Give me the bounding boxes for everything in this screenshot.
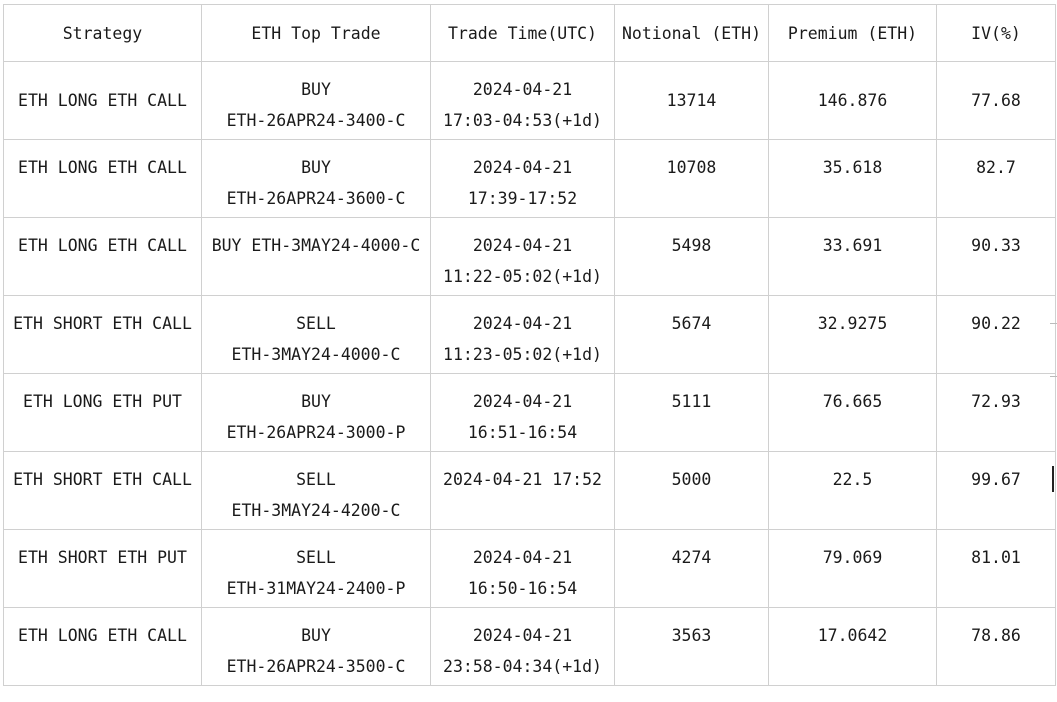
cell-trade-time: 2024-04-21 17:52 (430, 451, 615, 530)
header-trade-time: Trade Time(UTC) (430, 4, 615, 62)
cell-notional: 5674 (614, 295, 769, 374)
cell-trade-time: 2024-04-21 11:23-05:02(+1d) (430, 295, 615, 374)
trade-time-range: 16:50-16:54 (467, 579, 578, 598)
cell-top-trade: BUY ETH-26APR24-3500-C (201, 607, 431, 686)
trade-instrument: ETH-26APR24-3000-P (226, 423, 406, 442)
cell-iv: 90.33 (936, 217, 1056, 296)
trade-instrument: ETH-26APR24-3600-C (226, 189, 406, 208)
cell-notional: 13714 (614, 61, 769, 140)
cell-strategy: ETH LONG ETH CALL (3, 139, 202, 218)
cell-iv: 77.68 (936, 61, 1056, 140)
cell-trade-time: 2024-04-21 17:39-17:52 (430, 139, 615, 218)
cell-strategy: ETH SHORT ETH PUT (3, 529, 202, 608)
cell-premium: 79.069 (768, 529, 937, 608)
cell-trade-time: 2024-04-21 16:51-16:54 (430, 373, 615, 452)
cell-strategy: ETH SHORT ETH CALL (3, 451, 202, 530)
cell-iv: 82.7 (936, 139, 1056, 218)
table-row: ETH SHORT ETH CALL SELL ETH-3MAY24-4000-… (3, 295, 1056, 374)
table-row: ETH LONG ETH CALL BUY ETH-26APR24-3600-C… (3, 139, 1056, 218)
trade-date: 2024-04-21 (472, 392, 573, 411)
trade-side: SELL (296, 470, 336, 489)
cell-premium: 33.691 (768, 217, 937, 296)
eth-options-trade-table: Strategy ETH Top Trade Trade Time(UTC) N… (3, 4, 1056, 686)
trade-date: 2024-04-21 (472, 548, 573, 567)
cell-top-trade: BUY ETH-26APR24-3000-P (201, 373, 431, 452)
trade-side: BUY (301, 80, 331, 99)
cell-strategy: ETH LONG ETH CALL (3, 607, 202, 686)
cell-top-trade: SELL ETH-3MAY24-4200-C (201, 451, 431, 530)
cell-premium: 17.0642 (768, 607, 937, 686)
cell-iv: 78.86 (936, 607, 1056, 686)
cell-strategy: ETH LONG ETH PUT (3, 373, 202, 452)
trade-time-range: 11:22-05:02(+1d) (443, 267, 602, 286)
trade-date: 2024-04-21 (472, 80, 573, 99)
cell-premium: 35.618 (768, 139, 937, 218)
cell-strategy: ETH LONG ETH CALL (3, 217, 202, 296)
trade-time-range: 17:03-04:53(+1d) (443, 111, 602, 130)
trade-time-range: 16:51-16:54 (467, 423, 578, 442)
cell-notional: 5000 (614, 451, 769, 530)
header-top-trade: ETH Top Trade (201, 4, 431, 62)
cell-notional: 5498 (614, 217, 769, 296)
trade-instrument: ETH-31MAY24-2400-P (226, 579, 406, 598)
trade-date: 2024-04-21 17:52 (443, 470, 602, 489)
cell-strategy: ETH LONG ETH CALL (3, 61, 202, 140)
cell-premium: 22.5 (768, 451, 937, 530)
cell-notional: 10708 (614, 139, 769, 218)
trade-side: BUY (301, 626, 331, 645)
trade-side: BUY (301, 158, 331, 177)
trade-date: 2024-04-21 (472, 314, 573, 333)
table-row: ETH LONG ETH CALL BUY ETH-26APR24-3400-C… (3, 61, 1056, 140)
table-row: ETH LONG ETH PUT BUY ETH-26APR24-3000-P … (3, 373, 1056, 452)
cell-top-trade: BUY ETH-26APR24-3600-C (201, 139, 431, 218)
trade-time-range: 11:23-05:02(+1d) (443, 345, 602, 364)
table-row: ETH LONG ETH CALL BUY ETH-26APR24-3500-C… (3, 607, 1056, 686)
trade-instrument: ETH-26APR24-3400-C (226, 111, 406, 130)
cell-iv: 99.67 (936, 451, 1056, 530)
header-notional: Notional (ETH) (614, 4, 769, 62)
cell-iv: 72.93 (936, 373, 1056, 452)
table-row: ETH LONG ETH CALL BUY ETH-3MAY24-4000-C … (3, 217, 1056, 296)
header-iv: IV(%) (936, 4, 1056, 62)
cell-iv: 81.01 (936, 529, 1056, 608)
cell-top-trade: SELL ETH-3MAY24-4000-C (201, 295, 431, 374)
cell-top-trade: SELL ETH-31MAY24-2400-P (201, 529, 431, 608)
cell-trade-time: 2024-04-21 17:03-04:53(+1d) (430, 61, 615, 140)
header-strategy: Strategy (3, 4, 202, 62)
cell-trade-time: 2024-04-21 16:50-16:54 (430, 529, 615, 608)
cell-notional: 5111 (614, 373, 769, 452)
trade-time-range: 23:58-04:34(+1d) (443, 657, 602, 676)
cell-top-trade: BUY ETH-26APR24-3400-C (201, 61, 431, 140)
cell-premium: 32.9275 (768, 295, 937, 374)
trade-side: BUY (301, 392, 331, 411)
table-header-row: Strategy ETH Top Trade Trade Time(UTC) N… (3, 4, 1056, 62)
trade-side: SELL (296, 314, 336, 333)
cell-strategy: ETH SHORT ETH CALL (3, 295, 202, 374)
cell-notional: 4274 (614, 529, 769, 608)
trade-instrument: ETH-3MAY24-4000-C (231, 345, 401, 364)
cell-premium: 76.665 (768, 373, 937, 452)
edge-tick-mark (1050, 376, 1057, 377)
trade-date: 2024-04-21 (472, 158, 573, 177)
trade-instrument: ETH-3MAY24-4200-C (231, 501, 401, 520)
cell-trade-time: 2024-04-21 11:22-05:02(+1d) (430, 217, 615, 296)
table-row: ETH SHORT ETH PUT SELL ETH-31MAY24-2400-… (3, 529, 1056, 608)
trade-date: 2024-04-21 (472, 626, 573, 645)
cell-trade-time: 2024-04-21 23:58-04:34(+1d) (430, 607, 615, 686)
edge-cursor-mark (1052, 466, 1054, 492)
header-premium: Premium (ETH) (768, 4, 937, 62)
trade-instrument: ETH-26APR24-3500-C (226, 657, 406, 676)
edge-tick-mark (1050, 323, 1057, 324)
cell-iv: 90.22 (936, 295, 1056, 374)
cell-top-trade: BUY ETH-3MAY24-4000-C (201, 217, 431, 296)
cell-premium: 146.876 (768, 61, 937, 140)
trade-side: BUY ETH-3MAY24-4000-C (211, 236, 421, 255)
trade-time-range: 17:39-17:52 (467, 189, 578, 208)
trade-side: SELL (296, 548, 336, 567)
table-row: ETH SHORT ETH CALL SELL ETH-3MAY24-4200-… (3, 451, 1056, 530)
cell-notional: 3563 (614, 607, 769, 686)
trade-date: 2024-04-21 (472, 236, 573, 255)
